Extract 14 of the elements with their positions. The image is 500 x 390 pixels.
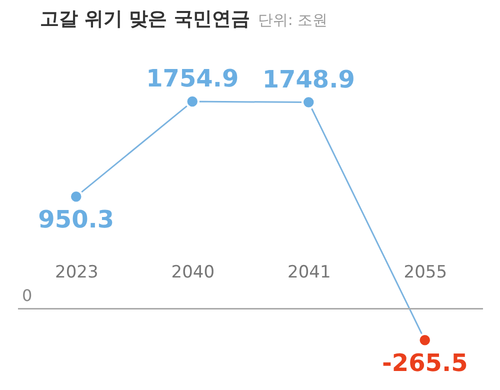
annotation: 0	[22, 286, 32, 305]
point	[418, 333, 432, 348]
x-tick-label: 2040	[171, 262, 215, 282]
text: 1748.9	[262, 65, 355, 94]
point	[185, 94, 200, 109]
x-tick-label: 2041	[287, 262, 331, 282]
point	[302, 95, 316, 110]
text: -265.5	[382, 349, 468, 378]
x-tick-label: 2055	[404, 262, 448, 282]
chart-subtitle: 단위: 조원	[258, 11, 328, 29]
text: 950.3	[38, 206, 114, 234]
text: 1754.9	[146, 64, 239, 93]
chart-title: 고갈 위기 맞은 국민연금	[40, 8, 250, 30]
x-tick-label: 2023	[54, 262, 98, 282]
